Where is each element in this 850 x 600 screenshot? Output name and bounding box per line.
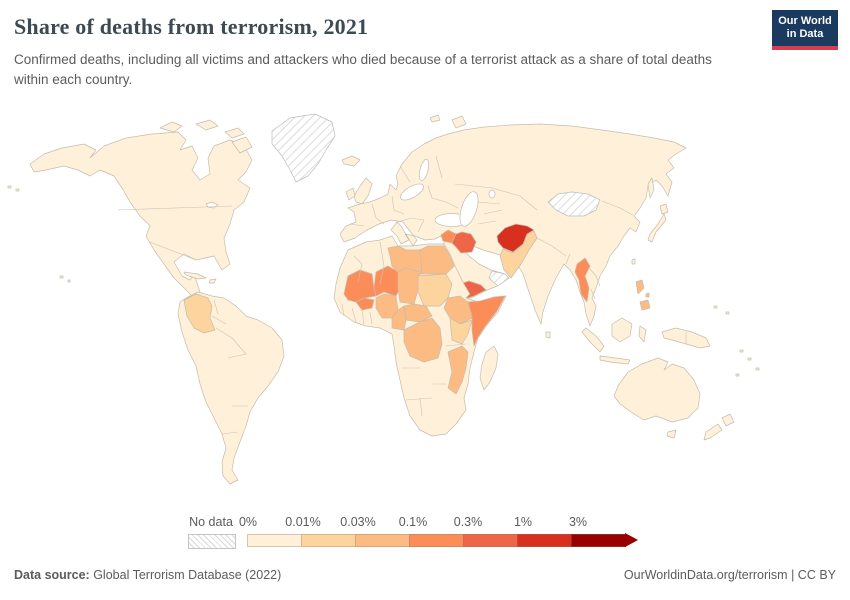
map-legend: No data 0% 0.01% 0.03% 0.1% 0.3% 1% 3%: [0, 512, 850, 556]
country-colombia[interactable]: [183, 293, 216, 334]
legend-tick-6: 3%: [568, 515, 588, 529]
pacific-islands-east[interactable]: [713, 305, 760, 377]
data-source-label: Data source:: [14, 568, 90, 582]
world-map: [0, 106, 850, 508]
legend-bin-0[interactable]: [247, 534, 302, 547]
legend-tick-0: 0%: [238, 515, 258, 529]
country-iraq[interactable]: [451, 231, 477, 254]
country-ireland[interactable]: [345, 187, 356, 201]
country-sri-lanka[interactable]: [545, 331, 551, 339]
country-mozambique[interactable]: [447, 345, 469, 395]
country-dr-congo[interactable]: [403, 317, 443, 363]
country-sudan[interactable]: [417, 273, 453, 307]
legend-color-bar: [247, 533, 638, 547]
country-arctic-islands[interactable]: [159, 119, 253, 154]
legend-tick-2: 0.03%: [340, 515, 376, 529]
country-borneo[interactable]: [611, 317, 633, 343]
country-borders: [117, 155, 687, 435]
country-philippines[interactable]: [635, 279, 651, 311]
legend-tick-4: 0.3%: [453, 515, 483, 529]
country-sulawesi[interactable]: [638, 325, 647, 343]
country-mongolia[interactable]: [547, 191, 601, 217]
country-greenland[interactable]: [271, 113, 336, 183]
no-data-swatch[interactable]: [188, 534, 236, 549]
country-taiwan[interactable]: [631, 258, 636, 265]
country-arctic-islands-eurasia[interactable]: [429, 114, 467, 129]
caspian-sea: [459, 191, 479, 227]
choropleth-svg: [7, 113, 760, 485]
country-sumatra[interactable]: [581, 327, 605, 353]
legend-tick-1: 0.01%: [285, 515, 321, 529]
country-south-america[interactable]: [177, 291, 285, 485]
country-kenya[interactable]: [449, 317, 473, 345]
page-title: Share of deaths from terrorism, 2021: [14, 14, 369, 39]
country-north-america[interactable]: [29, 131, 253, 307]
country-tasmania[interactable]: [666, 429, 677, 439]
country-australia[interactable]: [613, 357, 701, 423]
legend-tick-3: 0.1%: [398, 515, 428, 529]
owid-logo-line1: Our World: [778, 15, 832, 28]
legend-tick-5: 1%: [513, 515, 533, 529]
country-afghanistan[interactable]: [496, 223, 535, 253]
country-central-african-republic[interactable]: [403, 303, 433, 323]
country-oman[interactable]: [488, 270, 510, 287]
country-japan[interactable]: [647, 203, 669, 243]
legend-bin-3[interactable]: [409, 534, 464, 547]
owid-logo[interactable]: Our World in Data: [772, 10, 838, 50]
country-iceland[interactable]: [341, 155, 361, 167]
country-new-zealand[interactable]: [703, 413, 735, 441]
country-burkina-faso[interactable]: [355, 297, 375, 311]
baltic-sea: [400, 183, 424, 201]
country-java[interactable]: [599, 355, 631, 365]
owid-logo-line2: in Data: [786, 28, 824, 40]
country-somalia[interactable]: [467, 295, 506, 347]
chart-subtitle: Confirmed deaths, including all victims …: [14, 52, 712, 88]
country-egypt[interactable]: [419, 245, 455, 275]
country-chad[interactable]: [397, 267, 421, 305]
data-source-note: Data source: Global Terrorism Database (…: [14, 568, 281, 582]
no-data-label: No data: [189, 515, 233, 529]
legend-bin-1[interactable]: [301, 534, 356, 547]
owid-license-link[interactable]: OurWorldinData.org/terrorism | CC BY: [623, 568, 836, 582]
pacific-islands[interactable]: [7, 185, 71, 283]
gulf-of-bothnia: [418, 158, 430, 182]
legend-bin-2[interactable]: [355, 534, 410, 547]
country-sakhalin[interactable]: [647, 177, 655, 199]
legend-bin-4[interactable]: [463, 534, 518, 547]
legend-bin-5[interactable]: [517, 534, 572, 547]
country-hispaniola[interactable]: [208, 278, 217, 284]
country-pakistan[interactable]: [499, 230, 538, 279]
aral-sea: [488, 189, 496, 199]
country-myanmar[interactable]: [574, 257, 591, 303]
legend-bin-6[interactable]: [571, 534, 626, 547]
country-united-kingdom[interactable]: [353, 177, 373, 205]
legend-arrow: [625, 533, 638, 547]
country-cuba[interactable]: [183, 271, 207, 280]
data-source-text: Global Terrorism Database (2022): [89, 568, 282, 582]
country-madagascar[interactable]: [479, 345, 499, 391]
